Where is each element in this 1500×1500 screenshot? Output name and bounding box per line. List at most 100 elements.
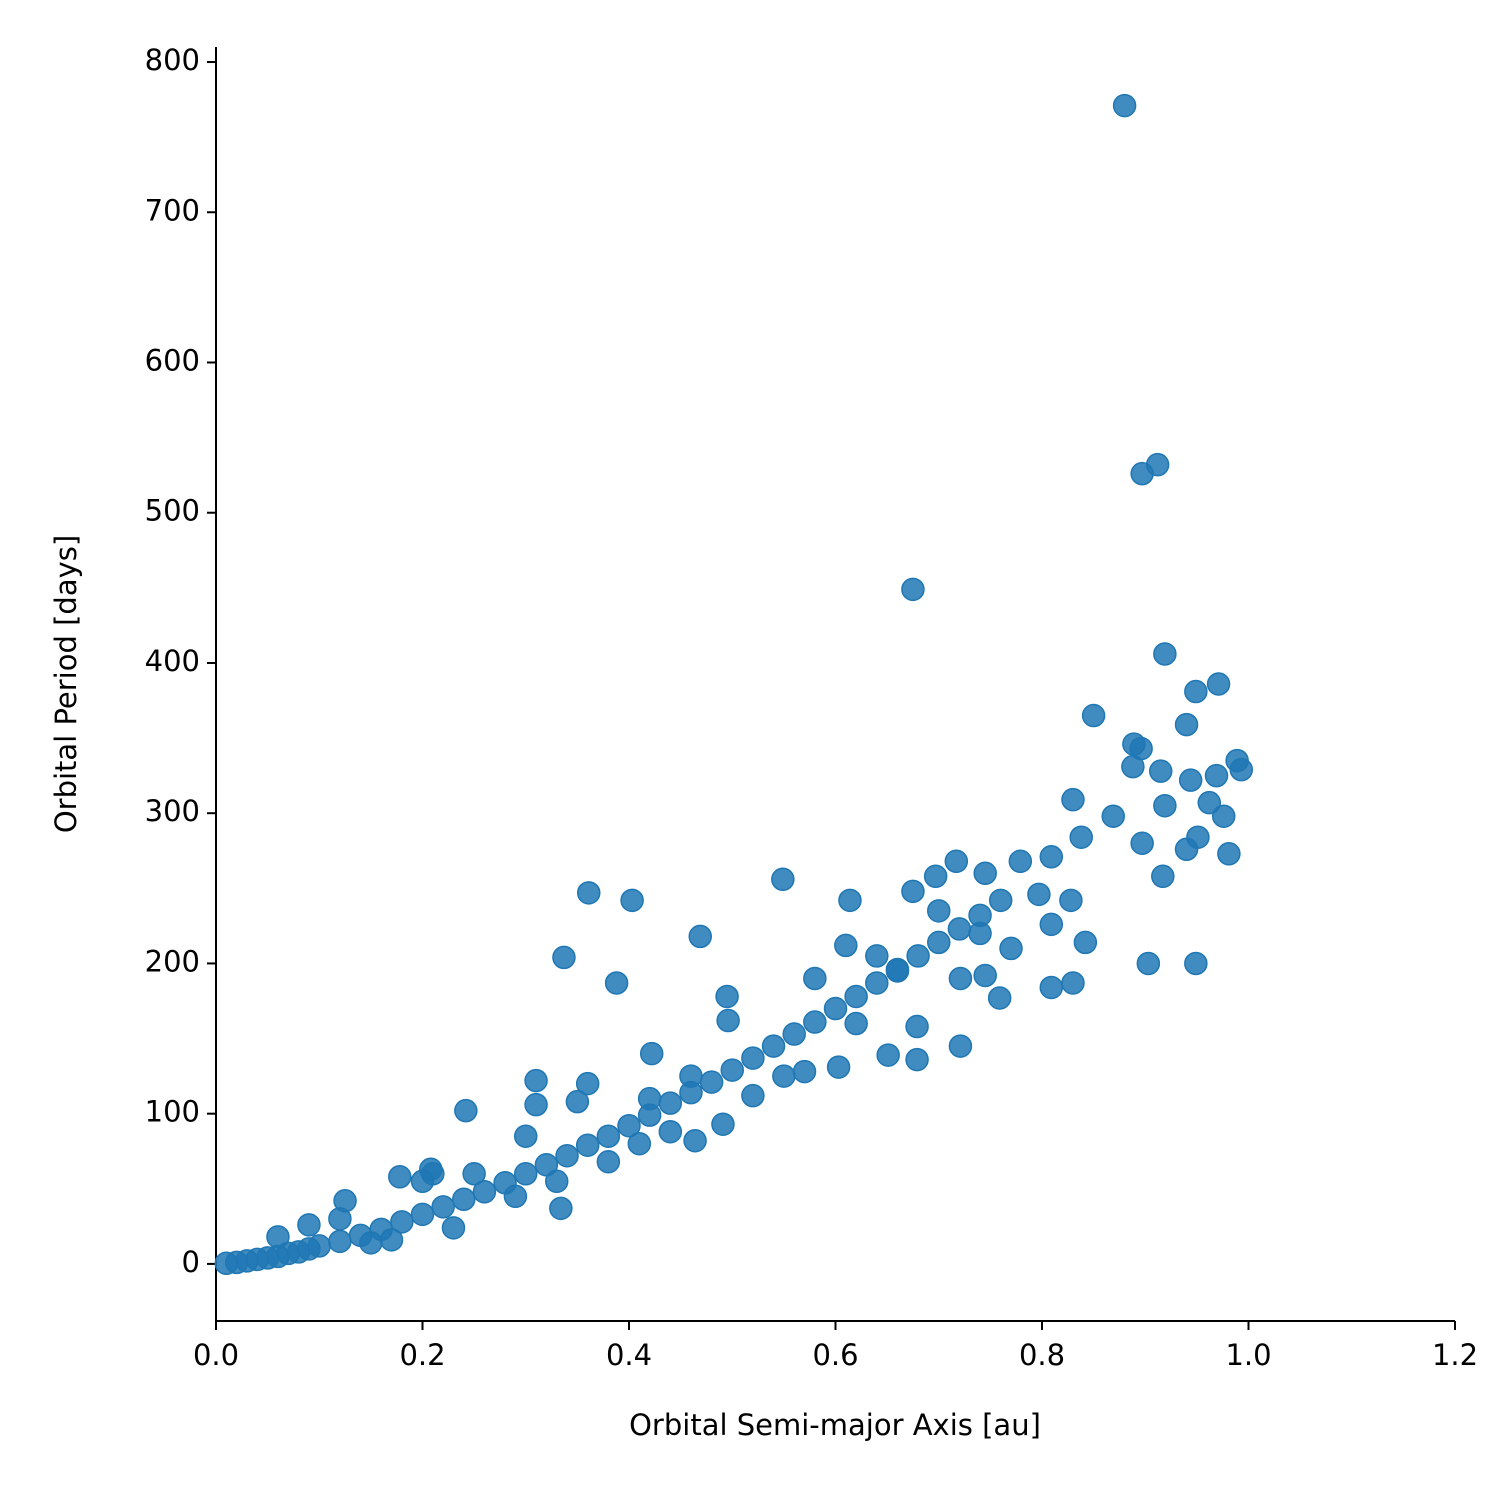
data-point — [948, 1034, 973, 1058]
y-tick-label: 0 — [182, 1245, 200, 1279]
data-point — [1204, 763, 1229, 788]
data-point — [604, 971, 629, 995]
data-point — [379, 1228, 404, 1252]
data-point — [1211, 804, 1236, 828]
data-point — [1101, 804, 1125, 828]
data-point — [761, 1034, 786, 1058]
data-point — [637, 1086, 662, 1111]
data-point — [987, 986, 1012, 1010]
data-point — [575, 1133, 600, 1157]
data-point — [1039, 975, 1064, 1000]
x-tick-label: 0.6 — [812, 1338, 858, 1372]
x-tick-label: 0.4 — [606, 1338, 652, 1372]
data-point — [1136, 951, 1161, 976]
data-point — [901, 577, 925, 602]
data-point — [1197, 790, 1222, 815]
data-point — [923, 864, 948, 889]
data-point — [388, 1165, 412, 1189]
data-point — [639, 1041, 664, 1066]
data-point — [1206, 672, 1231, 696]
data-point — [1153, 642, 1177, 666]
y-tick-label: 800 — [145, 43, 200, 77]
x-tick-label: 1.0 — [1225, 1338, 1271, 1372]
data-point — [683, 1128, 707, 1153]
data-point — [901, 879, 925, 904]
y-tick-label: 400 — [145, 644, 200, 678]
data-point — [1061, 787, 1085, 812]
data-point — [421, 1162, 445, 1186]
data-point — [1061, 971, 1085, 995]
data-point — [503, 1184, 528, 1209]
data-point — [1217, 842, 1241, 866]
x-tick-label: 1.2 — [1432, 1338, 1478, 1372]
data-point — [715, 984, 739, 1009]
data-point — [514, 1162, 538, 1186]
data-point — [968, 921, 992, 946]
data-point — [1178, 768, 1203, 792]
data-point — [441, 1216, 466, 1240]
y-tick-label: 300 — [145, 794, 200, 828]
data-point — [524, 1092, 548, 1117]
data-point — [838, 888, 862, 913]
data-point — [803, 966, 827, 991]
data-point — [514, 1124, 538, 1148]
data-point — [1121, 754, 1145, 779]
data-point — [1027, 882, 1051, 907]
data-point — [576, 881, 601, 905]
data-point — [575, 1071, 600, 1096]
data-point — [716, 1008, 740, 1033]
data-point — [1151, 864, 1175, 889]
data-point — [906, 944, 930, 968]
data-point — [1229, 757, 1254, 782]
data-point — [699, 1070, 724, 1094]
data-point — [792, 1059, 817, 1084]
data-point — [1059, 888, 1083, 913]
data-point — [658, 1119, 683, 1144]
x-tick-label: 0.2 — [399, 1338, 445, 1372]
data-point — [596, 1124, 621, 1148]
data-point — [865, 971, 889, 995]
data-point — [1081, 703, 1106, 728]
y-tick-label: 200 — [145, 944, 200, 978]
data-point — [711, 1112, 735, 1136]
data-point — [452, 1187, 476, 1212]
data-point — [328, 1229, 352, 1254]
data-point — [454, 1098, 478, 1123]
data-point — [462, 1162, 486, 1186]
data-point — [782, 1022, 806, 1046]
data-point — [552, 945, 576, 970]
data-point — [544, 1169, 569, 1194]
data-point — [803, 1010, 827, 1034]
data-point — [1112, 93, 1137, 118]
data-point — [431, 1195, 455, 1219]
y-tick-label: 600 — [145, 343, 200, 377]
data-point — [472, 1180, 497, 1204]
data-point — [1039, 912, 1064, 937]
data-point — [266, 1225, 290, 1249]
data-point — [627, 1131, 652, 1156]
data-point — [905, 1047, 929, 1072]
data-point — [1174, 837, 1199, 862]
data-point — [927, 930, 951, 955]
data-point — [620, 888, 644, 913]
data-point — [1174, 712, 1199, 737]
data-point — [973, 861, 997, 886]
x-tick-label: 0.0 — [193, 1338, 239, 1372]
data-point — [823, 996, 848, 1021]
data-point — [844, 1011, 868, 1036]
data-point — [1130, 461, 1154, 486]
data-point — [555, 1143, 579, 1168]
data-point — [865, 944, 889, 968]
data-point — [1130, 831, 1154, 855]
data-point — [905, 1014, 929, 1039]
data-point — [948, 966, 973, 991]
data-point — [720, 1058, 744, 1082]
data-point — [1069, 825, 1093, 849]
data-point — [876, 1043, 900, 1067]
data-point — [1039, 845, 1064, 869]
data-point — [359, 1231, 383, 1255]
y-tick-label: 100 — [145, 1095, 200, 1129]
data-point — [944, 849, 969, 874]
data-point — [679, 1064, 703, 1088]
